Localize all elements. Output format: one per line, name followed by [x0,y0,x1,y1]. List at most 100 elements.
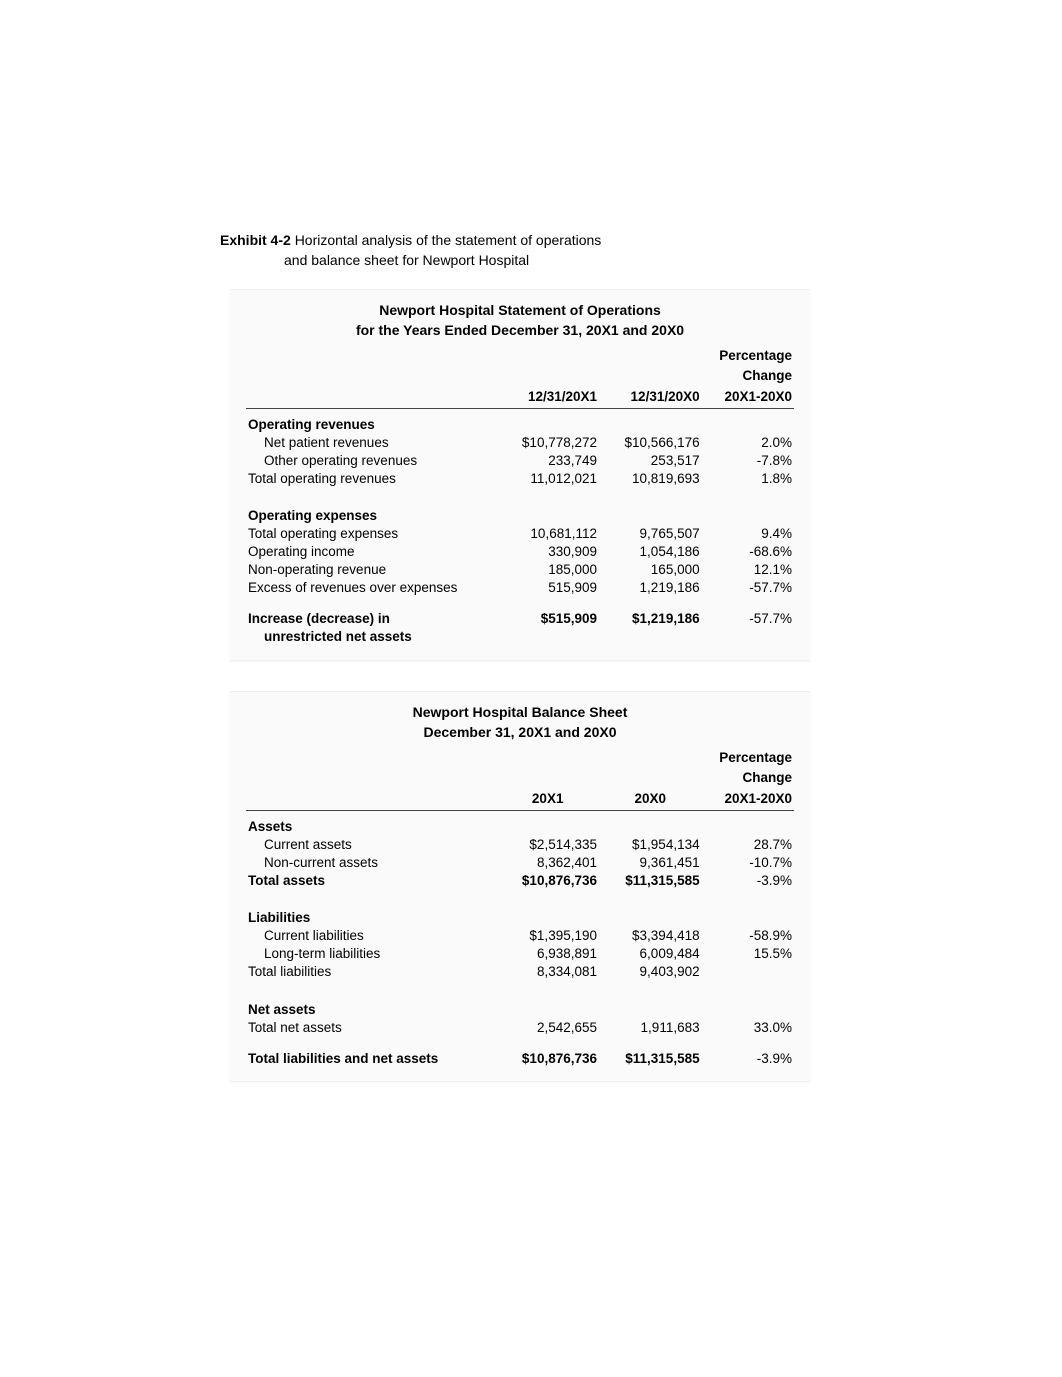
cell-v2: 253,517 [599,451,702,469]
cell-pct: 9.4% [702,525,794,543]
ops-header-row-2: Change [246,367,794,388]
bs-table: Percentage Change 20X1 20X0 20X1-20X0 As… [246,748,794,1067]
bs-summary-pct: -3.9% [702,1049,794,1067]
spacer [246,981,794,994]
bs-summary-label: Total liabilities and net assets [246,1049,496,1067]
ops-summary-v2: $1,219,186 [599,610,702,628]
cell-v2: $1,954,134 [599,835,702,853]
cell-label: Non-operating revenue [246,561,496,579]
table-row: Total operating expenses 10,681,112 9,76… [246,525,794,543]
bs-col2: 20X0 [599,789,702,810]
table-row: Total net assets 2,542,655 1,911,683 33.… [246,1018,794,1036]
bs-section-assets: Assets [246,810,794,835]
cell-label: Long-term liabilities [246,945,496,963]
table-row: Non-current assets 8,362,401 9,361,451 -… [246,853,794,871]
cell-v2: $3,394,418 [599,927,702,945]
table-row: Non-operating revenue 185,000 165,000 12… [246,561,794,579]
exhibit-label: Exhibit 4-2 [220,232,291,248]
bs-assets-heading: Assets [246,810,496,835]
bs-section-liabilities: Liabilities [246,902,794,927]
table-row: Long-term liabilities 6,938,891 6,009,48… [246,945,794,963]
spacer [246,1036,794,1049]
cell-v2: 10,819,693 [599,469,702,487]
cell-label: Total liabilities [246,963,496,981]
table-row: Other operating revenues 233,749 253,517… [246,451,794,469]
bs-col3-line1: Percentage [702,748,794,769]
cell-v2: 6,009,484 [599,945,702,963]
cell-v1: 2,542,655 [496,1018,599,1036]
table-row: Total assets $10,876,736 $11,315,585 -3.… [246,871,794,889]
cell-label: Non-current assets [246,853,496,871]
cell-pct: -57.7% [702,579,794,597]
bs-title-line2: December 31, 20X1 and 20X0 [423,724,616,740]
cell-pct: 15.5% [702,945,794,963]
bs-section-netassets: Net assets [246,994,794,1019]
ops-header-row-1: Percentage [246,346,794,367]
balance-sheet-panel: Newport Hospital Balance Sheet December … [230,691,810,1083]
table-row: Operating income 330,909 1,054,186 -68.6… [246,543,794,561]
spacer [246,597,794,610]
spacer [246,889,794,902]
cell-pct: -10.7% [702,853,794,871]
cell-pct: -7.8% [702,451,794,469]
cell-pct: 1.8% [702,469,794,487]
bs-netassets-heading: Net assets [246,994,496,1019]
ops-col1: 12/31/20X1 [496,387,599,408]
table-row: Total liabilities 8,334,081 9,403,902 [246,963,794,981]
cell-v1: $2,514,335 [496,835,599,853]
ops-summary-label1: Increase (decrease) in [246,610,496,628]
bs-title: Newport Hospital Balance Sheet December … [246,702,794,743]
cell-label: Operating income [246,543,496,561]
ops-title-line1: Newport Hospital Statement of Operations [379,302,661,318]
bs-summary-v1: $10,876,736 [496,1049,599,1067]
cell-label: Total operating revenues [246,469,496,487]
ops-section-expenses: Operating expenses [246,500,794,525]
bs-header-row-1: Percentage [246,748,794,769]
cell-v2: $10,566,176 [599,433,702,451]
cell-v2: 9,765,507 [599,525,702,543]
spacer [246,487,794,500]
cell-v1: 8,334,081 [496,963,599,981]
cell-v1: 233,749 [496,451,599,469]
table-row: Current liabilities $1,395,190 $3,394,41… [246,927,794,945]
exhibit-caption: Exhibit 4-2 Horizontal analysis of the s… [220,230,820,271]
cell-pct [702,963,794,981]
ops-summary-pct: -57.7% [702,610,794,628]
cell-v1: $1,395,190 [496,927,599,945]
cell-label: Net patient revenues [246,433,496,451]
cell-v2: 9,403,902 [599,963,702,981]
page: Exhibit 4-2 Horizontal analysis of the s… [0,0,1062,1377]
bs-title-line1: Newport Hospital Balance Sheet [413,704,628,720]
ops-title: Newport Hospital Statement of Operations… [246,300,794,341]
ops-title-line2: for the Years Ended December 31, 20X1 an… [356,322,684,338]
table-row: Current assets $2,514,335 $1,954,134 28.… [246,835,794,853]
ops-header-row-3: 12/31/20X1 12/31/20X0 20X1-20X0 [246,387,794,408]
cell-v1: 185,000 [496,561,599,579]
ops-col3-line2: Change [702,367,794,388]
cell-v2: 1,054,186 [599,543,702,561]
ops-expenses-heading: Operating expenses [246,500,496,525]
table-row: Total operating revenues 11,012,021 10,8… [246,469,794,487]
ops-table: Percentage Change 12/31/20X1 12/31/20X0 … [246,346,794,646]
cell-label: Excess of revenues over expenses [246,579,496,597]
statement-of-operations-panel: Newport Hospital Statement of Operations… [230,289,810,661]
ops-summary-label2: unrestricted net assets [246,628,496,646]
bs-summary-v2: $11,315,585 [599,1049,702,1067]
cell-pct: 2.0% [702,433,794,451]
ops-summary-v1: $515,909 [496,610,599,628]
cell-v1: 11,012,021 [496,469,599,487]
cell-v1: $10,778,272 [496,433,599,451]
cell-v2: 1,911,683 [599,1018,702,1036]
ops-summary-row-2: unrestricted net assets [246,628,794,646]
exhibit-title-line2: and balance sheet for Newport Hospital [220,252,529,268]
ops-summary-row: Increase (decrease) in $515,909 $1,219,1… [246,610,794,628]
cell-v2: $11,315,585 [599,871,702,889]
cell-pct: -58.9% [702,927,794,945]
ops-section-revenues: Operating revenues [246,408,794,433]
ops-col3-line3: 20X1-20X0 [702,387,794,408]
cell-v1: 6,938,891 [496,945,599,963]
cell-pct: 33.0% [702,1018,794,1036]
cell-v1: 8,362,401 [496,853,599,871]
cell-label: Total assets [246,871,496,889]
bs-header-row-2: Change [246,769,794,790]
